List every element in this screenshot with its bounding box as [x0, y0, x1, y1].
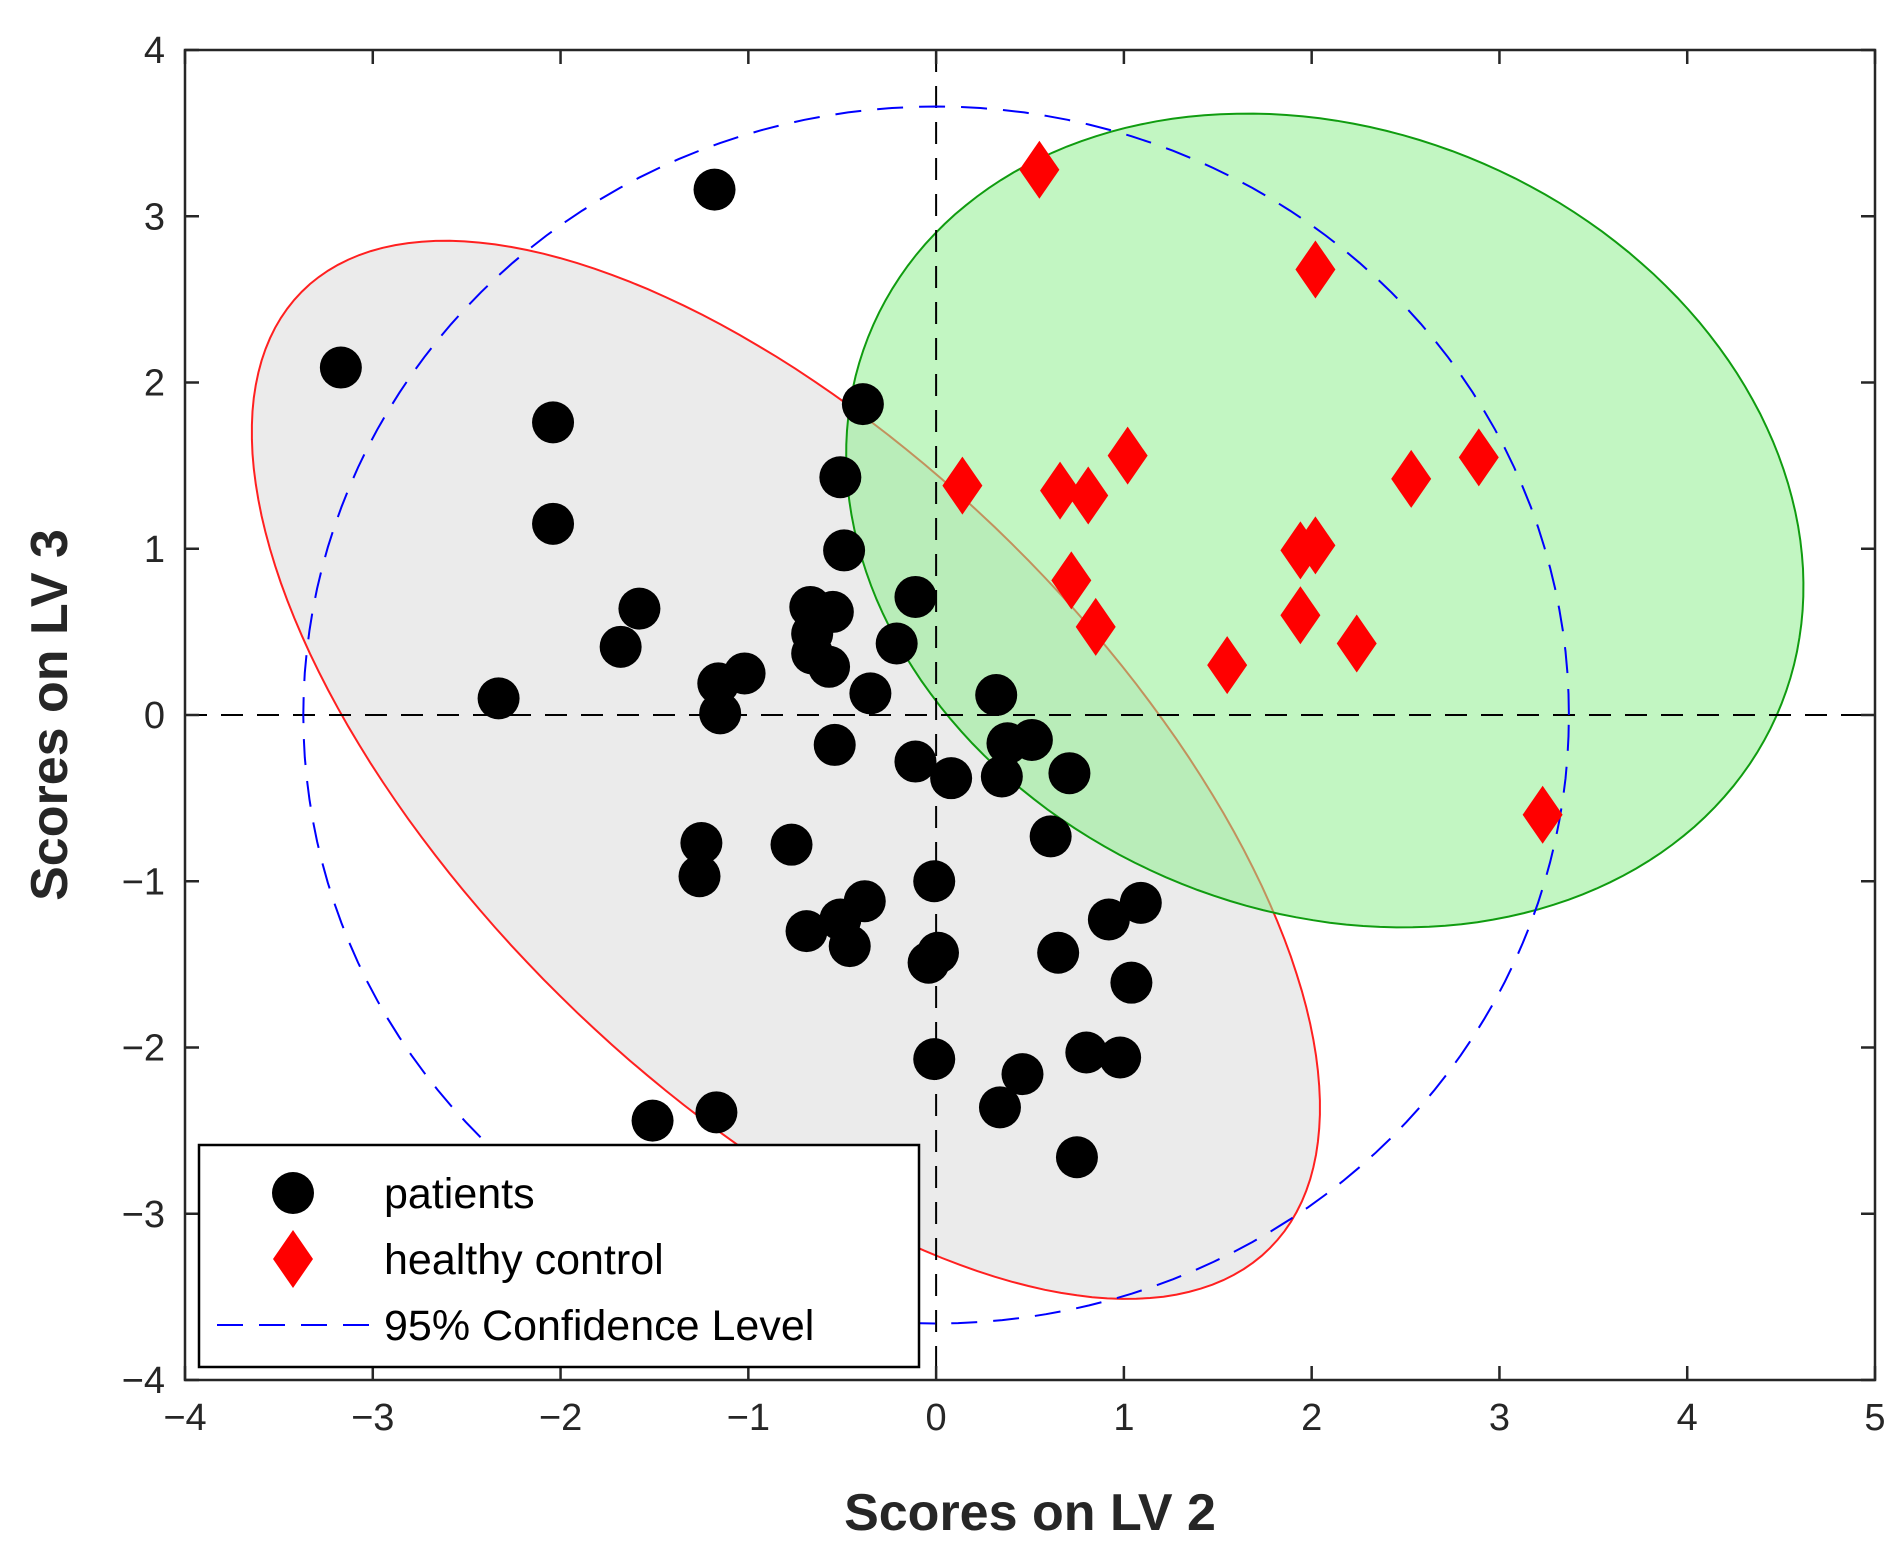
- legend-label: healthy control: [384, 1236, 664, 1284]
- patient-point: [599, 625, 642, 668]
- healthy-control-point: [1207, 636, 1248, 695]
- confidence-level-ellipse: [302, 105, 1570, 1325]
- x-tick-label: −4: [163, 1397, 206, 1439]
- patient-point: [477, 677, 520, 720]
- patient-point: [532, 401, 575, 444]
- patient-point: [907, 941, 950, 984]
- y-tick-label: −2: [122, 1028, 165, 1070]
- patient-point: [828, 925, 871, 968]
- patient-point: [1055, 1136, 1098, 1179]
- patient-point: [532, 502, 575, 545]
- patient-point: [808, 645, 851, 688]
- x-axis-label: Scores on LV 2: [844, 1484, 1216, 1542]
- patient-point: [1119, 881, 1162, 924]
- x-tick-label: 1: [1113, 1397, 1134, 1439]
- patient-point: [823, 529, 866, 572]
- axes: −4 −3 −2 −1 0 1 2 3 4 5 −4 −3 −2 −1 0 1 2 3 4 Scores on LV …: [21, 30, 1886, 1542]
- healthy-control-point: [1051, 551, 1092, 610]
- patient-point: [913, 860, 956, 903]
- patient-point: [980, 755, 1023, 798]
- healthy-control-point: [942, 456, 983, 515]
- y-tick-label: −3: [122, 1194, 165, 1236]
- patient-point: [695, 1091, 738, 1134]
- healthy-control-point: [1019, 140, 1060, 199]
- patient-point: [1010, 718, 1053, 761]
- patient-point: [693, 168, 736, 211]
- legend-healthy-control-marker: [273, 1230, 313, 1288]
- x-tick-label: −2: [539, 1397, 582, 1439]
- y-tick-label: 2: [144, 363, 165, 405]
- y-tick-label: 4: [144, 30, 165, 72]
- reference-lines: [185, 50, 1875, 1380]
- patient-point: [1087, 898, 1130, 941]
- patient-point: [813, 723, 856, 766]
- patient-point: [1110, 961, 1153, 1004]
- legend: patients healthy control 95% Confidence Le…: [197, 1143, 921, 1369]
- patient-point: [1048, 752, 1091, 795]
- patient-point: [678, 855, 721, 898]
- patient-point: [1037, 931, 1080, 974]
- healthy-control-point: [1040, 461, 1081, 520]
- y-tick-label: −1: [122, 861, 165, 903]
- healthy-control-point: [1280, 586, 1321, 645]
- x-tick-label: 0: [926, 1397, 947, 1439]
- x-tick-label: 5: [1864, 1397, 1885, 1439]
- healthy-control-point: [1295, 240, 1336, 299]
- patient-point: [1001, 1053, 1044, 1096]
- healthy-control-point: [1391, 449, 1432, 508]
- patient-point: [770, 823, 813, 866]
- patient-point: [875, 622, 918, 665]
- y-tick-label: 0: [144, 695, 165, 737]
- patient-point: [849, 672, 892, 715]
- patient-point: [930, 757, 973, 800]
- x-tick-label: 2: [1301, 1397, 1322, 1439]
- healthy-control-region-ellipse: [845, 112, 1805, 929]
- patient-point: [1029, 815, 1072, 858]
- patient-point: [894, 575, 937, 618]
- patient-point: [631, 1099, 674, 1142]
- patient-point: [723, 652, 766, 695]
- y-axis-label: Scores on LV 3: [21, 529, 79, 901]
- healthy-control-point: [1336, 614, 1377, 673]
- healthy-control-point: [1068, 466, 1109, 525]
- patient-point: [1065, 1031, 1108, 1074]
- healthy-control-point: [1107, 426, 1148, 485]
- y-tick-label: 3: [144, 196, 165, 238]
- patient-point: [819, 456, 862, 499]
- healthy-control-point: [1295, 516, 1336, 575]
- y-tick-label: −4: [122, 1360, 165, 1402]
- patient-point: [913, 1038, 956, 1081]
- legend-label: patients: [384, 1170, 535, 1218]
- patient-point: [785, 910, 828, 953]
- patient-point: [894, 740, 937, 783]
- confidence-regions: [250, 112, 1805, 1300]
- patient-point: [975, 674, 1018, 717]
- patient-point: [978, 1086, 1021, 1129]
- y-tick-label: 1: [144, 529, 165, 571]
- x-tick-label: −1: [727, 1397, 770, 1439]
- legend-patients-marker: [272, 1172, 314, 1214]
- patient-point: [841, 383, 884, 426]
- data-points: [319, 140, 1563, 1179]
- x-tick-label: −3: [351, 1397, 394, 1439]
- patient-point: [699, 692, 742, 735]
- legend-label: 95% Confidence Level: [384, 1302, 814, 1350]
- patient-point: [1099, 1036, 1142, 1079]
- x-tick-label: 4: [1677, 1397, 1698, 1439]
- healthy-control-point: [1075, 597, 1116, 656]
- healthy-control-point: [1522, 785, 1563, 844]
- x-tick-label: 3: [1489, 1397, 1510, 1439]
- healthy-control-point: [1458, 428, 1499, 487]
- patient-point: [680, 822, 723, 865]
- patient-point: [618, 587, 661, 630]
- legend-box: [197, 1143, 921, 1369]
- patient-point: [319, 346, 362, 389]
